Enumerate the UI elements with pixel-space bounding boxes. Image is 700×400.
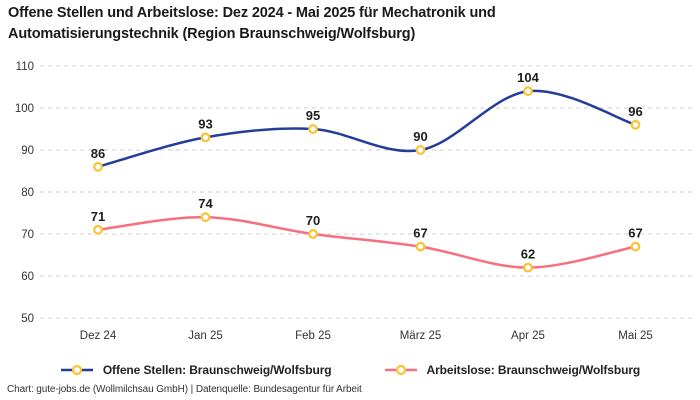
data-point-value-label: 90	[413, 129, 427, 144]
data-point-value-label: 67	[413, 226, 427, 241]
legend-swatch-line-marker-icon	[384, 364, 417, 376]
y-axis-tick-labels: 110 100 90 80 70 60 50	[15, 61, 34, 325]
x-axis-tick-labels: Dez 24 Jan 25 Feb 25 März 25 Apr 25 Mai 25	[80, 330, 653, 342]
legend-label-offene-stellen: Offene Stellen: Braunschweig/Wolfsburg	[102, 363, 332, 377]
chart-title-line2: Automatisierungstechnik (Region Braunsch…	[8, 26, 416, 43]
data-point-value-label: 95	[306, 108, 320, 123]
data-point-value-label: 74	[198, 196, 213, 211]
footer-credit: Chart: gute-jobs.de (Wollmilchsau GmbH) …	[7, 384, 362, 395]
data-point-marker	[630, 119, 641, 130]
data-point-value-label: 62	[521, 247, 535, 262]
data-point-value-label: 86	[91, 146, 105, 161]
data-point-value-label: 67	[628, 226, 642, 241]
data-point-marker	[415, 241, 426, 252]
series-points-0: 86 93 95 90 104 96	[91, 70, 643, 172]
data-point-value-label: 96	[628, 104, 642, 119]
x-tick-label: Feb 25	[295, 330, 331, 342]
data-point-marker	[523, 86, 533, 97]
y-tick-label: 50	[21, 313, 34, 325]
data-point-value-label: 104	[517, 70, 539, 85]
chart-title-line1: Offene Stellen und Arbeitslose: Dez 2024…	[8, 5, 496, 21]
y-tick-label: 110	[16, 61, 34, 73]
legend-item-arbeitslose: Arbeitslose: Braunschweig/Wolfsburg	[384, 363, 641, 377]
data-point-marker	[523, 262, 533, 273]
y-tick-label: 60	[21, 271, 34, 283]
gridlines	[40, 65, 692, 319]
x-tick-label: Jan 25	[188, 330, 223, 342]
y-tick-label: 80	[21, 187, 34, 199]
line-chart: 110 100 90 80 70 60 50 Dez 24 Jan 25 Feb 25 März 2…	[15, 61, 692, 342]
x-tick-label: März 25	[400, 330, 442, 342]
data-point-marker	[308, 229, 318, 239]
x-tick-label: Apr 25	[511, 330, 545, 342]
data-point-marker	[200, 132, 211, 143]
data-point-marker	[200, 212, 211, 223]
series-line-0	[96, 89, 637, 169]
data-point-marker	[308, 124, 318, 134]
data-point-marker	[93, 161, 103, 172]
legend-item-offene-stellen: Offene Stellen: Braunschweig/Wolfsburg	[60, 363, 332, 377]
data-point-value-label: 93	[198, 116, 212, 131]
data-point-marker	[630, 241, 641, 252]
legend-swatch-line-marker-icon	[60, 364, 93, 376]
x-tick-label: Mai 25	[618, 330, 653, 342]
y-tick-label: 90	[21, 145, 34, 157]
y-tick-label: 100	[15, 103, 34, 115]
data-point-value-label: 71	[91, 209, 105, 224]
y-tick-label: 70	[21, 229, 34, 241]
chart-legend: Offene Stellen: Braunschweig/Wolfsburg A…	[0, 361, 700, 379]
legend-label-arbeitslose: Arbeitslose: Braunschweig/Wolfsburg	[426, 363, 641, 377]
series-points-1: 71 74 70 67 62 67	[91, 196, 643, 273]
x-tick-label: Dez 24	[80, 330, 117, 342]
data-point-value-label: 70	[306, 213, 320, 228]
series-line-1	[96, 215, 637, 269]
chart-title: Offene Stellen und Arbeitslose: Dez 2024…	[8, 3, 496, 45]
data-point-marker	[415, 145, 426, 155]
data-point-marker	[93, 224, 103, 235]
